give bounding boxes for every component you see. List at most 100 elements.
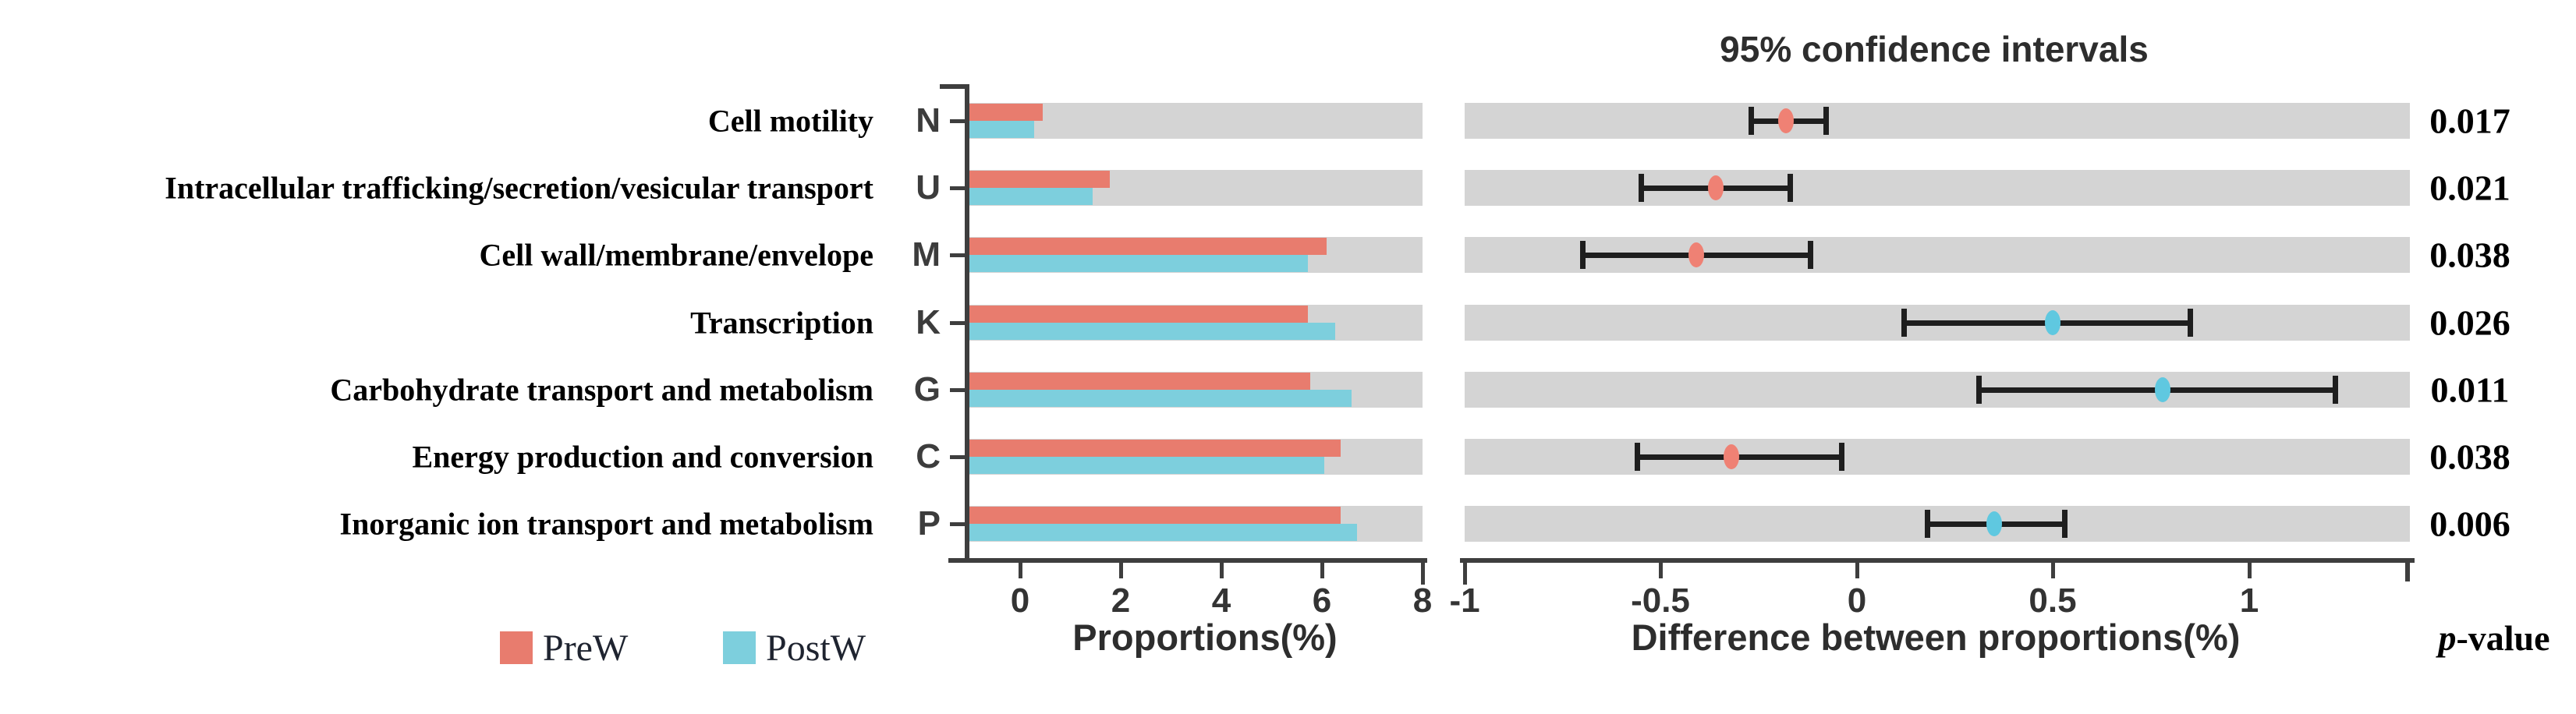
- p-value: 0.038: [2429, 235, 2510, 275]
- cog-letter: P: [917, 504, 941, 543]
- p-value: 0.038: [2429, 437, 2510, 477]
- cog-letter: K: [916, 303, 941, 341]
- left-x-tick-label: 0: [1010, 581, 1030, 620]
- proportion-bar-postw: [969, 457, 1324, 474]
- ci-dot: [1724, 444, 1739, 469]
- right-x-axis-label: Difference between proportions(%): [1631, 617, 2241, 658]
- ci-cap-high: [1808, 241, 1813, 269]
- category-label: Intracellular trafficking/secretion/vesi…: [165, 170, 873, 206]
- proportion-bar-prew: [969, 507, 1341, 524]
- proportion-bar-prew: [969, 373, 1310, 390]
- left-x-tick-label: 6: [1312, 581, 1332, 620]
- proportion-bar-prew: [969, 440, 1341, 457]
- right-x-tick-label: -1: [1449, 581, 1480, 620]
- prew-color-swatch: [500, 631, 533, 664]
- left-y-spine: [965, 84, 969, 563]
- right-x-tick-label: 0: [1847, 581, 1867, 620]
- ci-cap-high: [2062, 510, 2068, 538]
- right-x-axis-end: [2405, 558, 2410, 581]
- background-bar-right: [1465, 170, 2410, 206]
- proportion-bar-postw: [969, 188, 1093, 205]
- p-value-label-p: p: [2438, 618, 2457, 658]
- p-value: 0.021: [2429, 168, 2510, 208]
- row-tick: [950, 455, 965, 459]
- left-x-axis-label: Proportions(%): [1072, 617, 1338, 658]
- cog-letter: G: [913, 370, 941, 408]
- category-label: Cell motility: [707, 103, 873, 139]
- background-bar-right: [1465, 103, 2410, 139]
- p-value: 0.011: [2430, 369, 2510, 410]
- p-value: 0.026: [2429, 302, 2510, 343]
- ci-cap-high: [1788, 174, 1793, 202]
- left-x-axis: [948, 558, 1427, 563]
- p-value: 0.017: [2429, 101, 2510, 141]
- right-x-tick-label: 0.5: [2029, 581, 2077, 620]
- right-x-tick: [1855, 563, 1859, 578]
- right-x-tick: [1659, 563, 1663, 578]
- proportion-bar-postw: [969, 121, 1034, 138]
- ci-dot: [2045, 310, 2060, 335]
- right-x-tick-label: -0.5: [1631, 581, 1690, 620]
- row-tick: [950, 388, 965, 392]
- legend-item-prew: PreW: [500, 627, 628, 669]
- proportion-bar-prew: [969, 306, 1308, 323]
- ci-cap-low: [1639, 174, 1644, 202]
- cog-letter: U: [916, 168, 941, 207]
- left-x-tick: [1119, 563, 1123, 578]
- ci-cap-high: [1839, 443, 1844, 471]
- left-x-tick: [1421, 563, 1425, 585]
- ci-dot: [1986, 511, 2002, 536]
- ci-dot: [1778, 108, 1794, 133]
- left-x-tick: [1320, 563, 1324, 578]
- postw-color-swatch: [723, 631, 756, 664]
- proportion-bar-prew: [969, 171, 1110, 188]
- proportion-bar-postw: [969, 390, 1352, 407]
- left-x-tick-label: 4: [1211, 581, 1231, 620]
- category-label: Cell wall/membrane/envelope: [479, 237, 873, 273]
- left-y-spine-top-cap: [940, 84, 969, 89]
- p-value: 0.006: [2429, 504, 2510, 544]
- p-value-label-rest: -value: [2456, 618, 2550, 658]
- ci-cap-high: [1823, 107, 1829, 135]
- proportion-bar-prew: [969, 238, 1327, 255]
- ci-plot-title: 95% confidence intervals: [1720, 29, 2149, 69]
- category-label: Transcription: [690, 305, 873, 341]
- ci-cap-low: [1925, 510, 1930, 538]
- right-x-tick-label: 1: [2239, 581, 2259, 620]
- background-bar-right: [1465, 439, 2410, 475]
- proportion-bar-prew: [969, 104, 1043, 121]
- left-x-tick-label: 2: [1111, 581, 1131, 620]
- right-x-tick: [2248, 563, 2252, 578]
- ci-cap-low: [1635, 443, 1640, 471]
- legend-item-postw: PostW: [723, 627, 866, 669]
- ci-error-bar: [1637, 454, 1841, 460]
- ci-cap-low: [1749, 107, 1754, 135]
- right-x-axis: [1460, 558, 2415, 563]
- category-label: Inorganic ion transport and metabolism: [339, 506, 874, 542]
- background-bar-left: [969, 103, 1423, 139]
- row-tick: [950, 321, 965, 325]
- legend-label-prew: PreW: [543, 627, 629, 669]
- row-tick: [950, 186, 965, 190]
- row-tick: [950, 119, 965, 123]
- row-tick: [950, 253, 965, 257]
- right-x-tick: [1463, 563, 1467, 585]
- ci-dot: [1708, 175, 1724, 200]
- proportion-bar-postw: [969, 524, 1357, 541]
- category-label: Carbohydrate transport and metabolism: [330, 372, 873, 408]
- legend-label-postw: PostW: [766, 627, 866, 669]
- cog-letter: C: [916, 437, 941, 475]
- left-x-tick-label: 8: [1412, 581, 1433, 620]
- ci-cap-low: [1901, 309, 1907, 337]
- ci-dot: [1688, 242, 1704, 267]
- category-label: Energy production and conversion: [412, 439, 873, 475]
- left-x-tick: [1220, 563, 1224, 578]
- ci-cap-low: [1580, 241, 1586, 269]
- cog-letter: N: [916, 101, 941, 140]
- ci-cap-high: [2333, 376, 2338, 404]
- right-x-tick: [2051, 563, 2055, 578]
- proportion-bar-postw: [969, 323, 1335, 340]
- proportion-bar-postw: [969, 255, 1308, 272]
- ci-cap-high: [2188, 309, 2193, 337]
